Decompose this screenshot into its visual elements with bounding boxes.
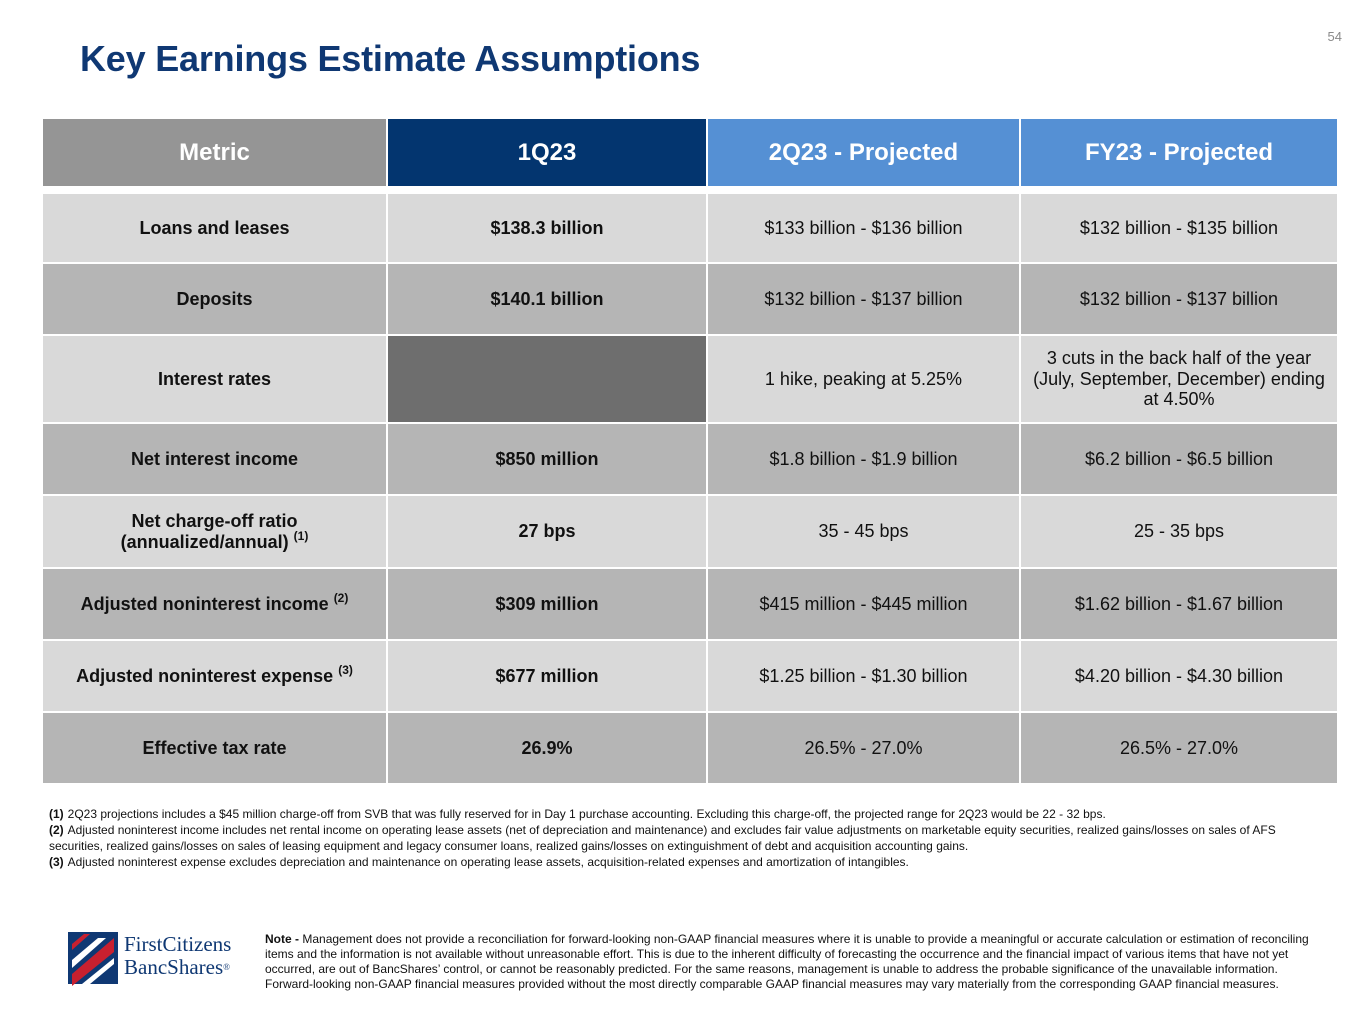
logo-flag-icon xyxy=(68,932,118,986)
row-value-1q23: $138.3 billion xyxy=(386,192,708,264)
note-text: Management does not provide a reconcilia… xyxy=(265,932,1309,991)
footnote-marker: (3) xyxy=(338,662,353,677)
row-metric-name: Net charge-off ratio (annualized/annual)… xyxy=(41,494,388,569)
row-value-2q23: $415 million - $445 million xyxy=(706,567,1021,641)
row-value-2q23: 26.5% - 27.0% xyxy=(706,711,1021,785)
footnote-2: (2) Adjusted noninterest income includes … xyxy=(49,823,1276,853)
row-value-1q23: $850 million xyxy=(386,422,708,496)
table-row: Loans and leases $138.3 billion $133 bil… xyxy=(41,192,1339,264)
row-value-fy23: $1.62 billion - $1.67 billion xyxy=(1019,567,1339,641)
row-value-fy23: $6.2 billion - $6.5 billion xyxy=(1019,422,1339,496)
row-value-fy23: 3 cuts in the back half of the year (Jul… xyxy=(1019,334,1339,424)
row-value-2q23: 1 hike, peaking at 5.25% xyxy=(706,334,1021,424)
first-citizens-logo: FirstCitizens BancShares® xyxy=(68,930,253,988)
row-value-1q23-blank xyxy=(386,334,708,424)
earnings-assumptions-table: Metric 1Q23 2Q23 - Projected FY23 - Proj… xyxy=(41,117,1339,785)
column-header-fy23-projected: FY23 - Projected xyxy=(1019,117,1339,188)
column-header-metric: Metric xyxy=(41,117,388,188)
table-row: Adjusted noninterest income (2) $309 mil… xyxy=(41,567,1339,641)
note: Note - Management does not provide a rec… xyxy=(265,932,1325,992)
table-row: Deposits $140.1 billion $132 billion - $… xyxy=(41,262,1339,336)
row-value-2q23: 35 - 45 bps xyxy=(706,494,1021,569)
logo-line-1: FirstCitizens xyxy=(124,932,232,956)
row-value-2q23: $133 billion - $136 billion xyxy=(706,192,1021,264)
row-value-fy23: $132 billion - $137 billion xyxy=(1019,262,1339,336)
row-value-fy23: $132 billion - $135 billion xyxy=(1019,192,1339,264)
page-number: 54 xyxy=(1327,29,1342,44)
table-header-row: Metric 1Q23 2Q23 - Projected FY23 - Proj… xyxy=(41,117,1339,188)
row-value-1q23: $140.1 billion xyxy=(386,262,708,336)
row-metric-name: Deposits xyxy=(41,262,388,336)
row-value-1q23: 26.9% xyxy=(386,711,708,785)
page-title: Key Earnings Estimate Assumptions xyxy=(80,38,701,79)
row-metric-name: Adjusted noninterest income (2) xyxy=(41,567,388,641)
row-metric-name: Loans and leases xyxy=(41,192,388,264)
row-metric-name: Adjusted noninterest expense (3) xyxy=(41,639,388,713)
table-row: Adjusted noninterest expense (3) $677 mi… xyxy=(41,639,1339,713)
table-row: Interest rates 1 hike, peaking at 5.25% … xyxy=(41,334,1339,424)
logo-wordmark: FirstCitizens BancShares® xyxy=(124,933,231,979)
footnotes: (1) 2Q23 projections includes a $45 milli… xyxy=(49,806,1324,870)
column-header-1q23: 1Q23 xyxy=(386,117,708,188)
footnote-marker: (2) xyxy=(333,590,349,605)
logo-line-2: BancShares® xyxy=(124,955,230,979)
row-value-1q23: 27 bps xyxy=(386,494,708,569)
table-row: Net charge-off ratio (annualized/annual)… xyxy=(41,494,1339,569)
row-value-1q23: $309 million xyxy=(386,567,708,641)
table-row: Effective tax rate 26.9% 26.5% - 27.0% 2… xyxy=(41,711,1339,785)
column-header-2q23-projected: 2Q23 - Projected xyxy=(706,117,1021,188)
row-metric-name: Effective tax rate xyxy=(41,711,388,785)
row-value-2q23: $1.25 billion - $1.30 billion xyxy=(706,639,1021,713)
row-metric-name: Net interest income xyxy=(41,422,388,496)
row-value-2q23: $1.8 billion - $1.9 billion xyxy=(706,422,1021,496)
row-metric-name: Interest rates xyxy=(41,334,388,424)
footnote-1: (1) 2Q23 projections includes a $45 milli… xyxy=(49,807,1106,821)
row-value-1q23: $677 million xyxy=(386,639,708,713)
note-label: Note - xyxy=(265,932,299,946)
row-value-2q23: $132 billion - $137 billion xyxy=(706,262,1021,336)
row-value-fy23: 25 - 35 bps xyxy=(1019,494,1339,569)
footnote-3: (3) Adjusted noninterest expense excludes… xyxy=(49,855,909,869)
row-value-fy23: $4.20 billion - $4.30 billion xyxy=(1019,639,1339,713)
table-row: Net interest income $850 million $1.8 bi… xyxy=(41,422,1339,496)
row-value-fy23: 26.5% - 27.0% xyxy=(1019,711,1339,785)
footnote-marker: (1) xyxy=(293,528,309,543)
